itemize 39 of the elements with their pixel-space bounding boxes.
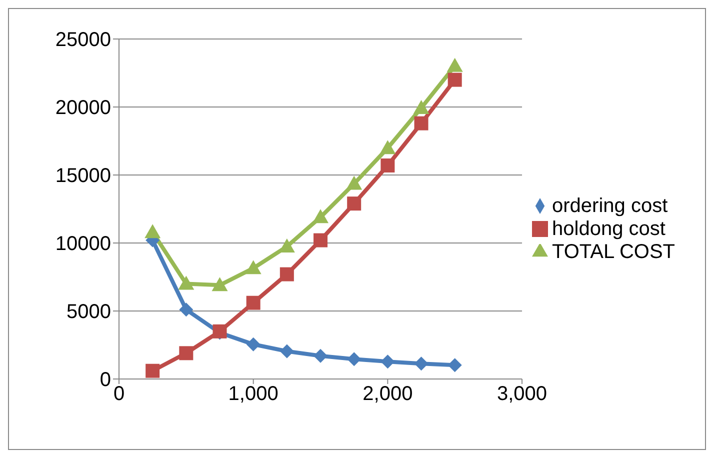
point (246, 296, 260, 310)
point (448, 358, 462, 372)
point (414, 116, 428, 130)
point (314, 233, 328, 248)
point (212, 277, 228, 292)
x-tick-label: 2,000 (362, 383, 413, 406)
point (380, 158, 395, 172)
point (448, 72, 462, 87)
y-tick-label: 10000 (55, 233, 111, 256)
legend-label: ordering cost (552, 194, 668, 216)
y-tick-label: 25000 (55, 29, 111, 52)
point (414, 356, 428, 371)
point (146, 364, 160, 378)
y-tick-label: 15000 (55, 165, 111, 188)
point (245, 260, 262, 274)
legend-label: holdong cost (552, 218, 666, 240)
y-tick-label: 5000 (66, 301, 111, 324)
legend-label: TOTAL COST (552, 240, 675, 262)
point (179, 302, 194, 317)
point (280, 344, 294, 358)
point (144, 224, 161, 238)
point (314, 348, 328, 363)
x-tick-label: 0 (113, 383, 125, 406)
point (346, 176, 362, 190)
x-tick-label: 1,000 (228, 383, 278, 406)
y-tick-label: 0 (100, 369, 111, 392)
point (178, 276, 194, 290)
point (446, 58, 463, 72)
point (280, 267, 294, 282)
point (413, 100, 430, 114)
point (246, 337, 260, 352)
point (347, 352, 362, 366)
point (380, 140, 396, 154)
point (179, 346, 194, 360)
point (312, 209, 329, 224)
x-tick-label: 3,000 (496, 383, 548, 406)
point (380, 354, 395, 369)
point (347, 196, 362, 211)
y-tick-label: 20000 (55, 97, 111, 120)
